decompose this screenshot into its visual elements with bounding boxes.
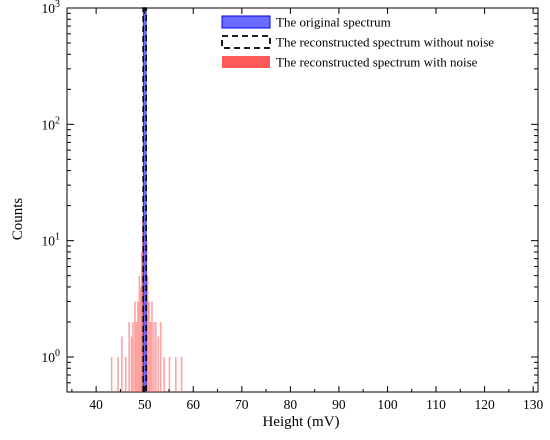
noise-spectrum-bar [180,356,183,392]
noise-spectrum-bar [153,321,155,392]
legend-swatch [222,56,270,68]
x-tick-label: 70 [235,397,249,412]
noise-spectrum-bar [163,356,165,392]
noise-spectrum-bar [174,356,177,392]
noise-spectrum-bar [117,356,119,392]
noise-spectrum-bar [168,356,171,392]
noise-spectrum-bar [140,251,143,392]
noise-spectrum-bar [137,301,139,392]
legend-entry-label: The original spectrum [276,15,391,30]
noise-spectrum-bar [130,336,133,392]
x-tick-label: 100 [377,397,398,412]
x-tick-label: 50 [138,397,152,412]
legend-entry-label: The reconstructed spectrum without noise [276,35,494,50]
legend-swatch [221,15,271,29]
noise-spectrum-bar [135,321,138,392]
legend-entry-label: The reconstructed spectrum with noise [276,55,478,70]
noise-spectrum-bar [138,275,141,392]
noise-spectrum-bar [134,301,136,392]
y-tick-label: 101 [42,232,61,249]
y-tick-label: 103 [42,0,61,16]
x-tick-label: 60 [186,397,200,412]
noise-spectrum-bar [132,321,134,392]
x-tick-label: 110 [426,397,446,412]
x-tick-label: 40 [89,397,103,412]
x-axis-label: Height (mV) [262,414,339,430]
noise-spectrum-bar [110,356,113,392]
legend: The original spectrum The reconstructed s… [221,15,494,70]
noise-spectrum-bar [155,321,157,392]
noise-spectrum-bar [157,336,160,392]
plot-frame [66,7,539,393]
noise-spectrum-bar [159,321,162,392]
x-tick-label: 80 [284,397,298,412]
noise-spectrum-bar [121,336,123,392]
noise-spectrum-bar [140,286,142,392]
noise-spectrum-bar [128,321,130,392]
y-axis-label-group: Counts [10,198,26,241]
x-tick-label: 130 [523,397,544,412]
y-axis-label: Counts [10,198,26,241]
noise-spectrum-bar [146,275,149,392]
y-tick-label: 100 [42,348,61,365]
x-tick-label: 90 [332,397,346,412]
y-tick-label: 102 [42,115,61,132]
noise-spectrum-bar [151,301,153,392]
x-tick-label: 120 [474,397,495,412]
noise-spectrum-bar [148,301,150,392]
legend-swatch [221,35,271,49]
noise-spectrum-bar [149,321,152,392]
noise-spectrum-bar [124,356,127,392]
